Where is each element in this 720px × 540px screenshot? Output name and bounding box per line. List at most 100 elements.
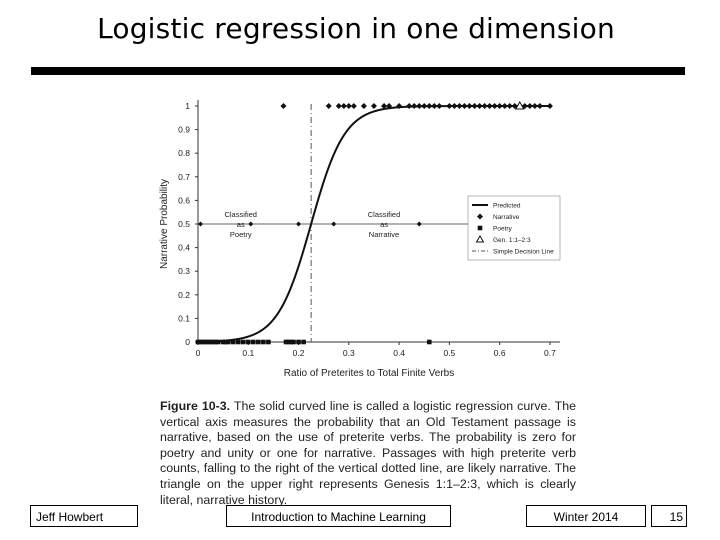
y-tick-label: 0.5 [178,219,190,229]
y-tick-label: 0.2 [178,290,190,300]
narrative-point [350,103,357,109]
narrative-point [481,103,488,109]
poetry-point [203,339,208,345]
y-tick-label: 0.6 [178,195,190,205]
figure-caption: Figure 10-3. The solid curved line is ca… [160,399,576,508]
legend-entry-label: Gen. 1:1–2:3 [493,237,531,244]
poetry-point [288,339,294,345]
poetry-point [200,339,206,345]
footer-page-number: 15 [651,505,687,527]
caption-text: The solid curved line is called a logist… [160,399,577,507]
x-tick-label: 0.2 [293,348,305,358]
footer-course: Introduction to Machine Learning [226,505,451,527]
poetry-point [426,339,432,345]
narrative-point [325,103,332,109]
x-tick-label: 0 [196,348,201,358]
chart-legend: Predicted Narrative Poetry Gen. 1:1–2:3 Simp… [467,195,561,261]
narrative-point [335,103,342,109]
arrow-row-marker [296,221,302,227]
narrative-point [491,103,498,109]
narrative-point [416,103,423,109]
poetry-point [195,339,201,345]
poetry-point [266,339,271,345]
poetry-point [208,339,213,345]
poetry-point [205,339,211,345]
poetry-point [235,339,241,345]
legend-box [467,195,561,261]
narrative-point [526,103,533,109]
footer-author: Jeff Howbert [30,505,138,527]
poetry-point [286,339,291,345]
y-axis-label: Narrative Probability [159,179,170,269]
y-tick-label: 0.4 [178,243,190,253]
y-tick-label: 0.7 [178,172,190,182]
narrative-point [531,103,538,109]
narrative-point [466,103,473,109]
narrative-point [381,103,388,109]
x-tick-label: 0.4 [393,348,405,358]
narrative-point [496,103,503,109]
poetry-point [301,339,306,345]
narrative-point [370,103,377,109]
footer-date: Winter 2014 [526,505,646,527]
plot-area: 0 0.1 0.2 0.3 0.4 0.5 0.6 0.7 0.8 0.9 1 0 0.1 0.2 0.3 0… [159,100,560,379]
x-tick-label: 0.5 [443,348,455,358]
poetry-point [215,339,221,345]
poetry-point [230,339,236,345]
annotation-text: as [237,220,245,229]
narrative-point [461,103,468,109]
poetry-point [291,339,296,345]
narrative-point [486,103,493,109]
legend-swatch-poetry [477,225,483,231]
x-tick-label: 0.7 [544,348,556,358]
legend-entry-label: Predicted [493,203,521,210]
narrative-point [501,103,508,109]
narrative-point [340,103,347,109]
poetry-point [220,339,226,345]
annotation-text: Poetry [230,230,252,239]
poetry-point [213,339,218,345]
legend-entry-label: Poetry [493,226,513,233]
narrative-point [280,103,287,109]
genesis-point [514,100,525,110]
poetry-point [251,339,256,345]
y-tick-label: 0.8 [178,148,190,158]
arrow-row-marker [331,221,337,227]
poetry-point [225,339,231,345]
narrative-point [546,103,553,109]
logistic-regression-chart: 0 0.1 0.2 0.3 0.4 0.5 0.6 0.7 0.8 0.9 1 0 0.1 0.2 0.3 0… [159,100,561,379]
y-tick-label: 0.3 [178,266,190,276]
arrow-row-marker [248,221,254,227]
legend-swatch-narrative [477,213,483,220]
y-tick-label: 0.9 [178,125,190,135]
y-tick-label: 1 [185,101,190,111]
poetry-point [256,339,261,345]
poetry-point [261,339,266,345]
legend-entry-label: Simple Decision Line [493,249,554,256]
narrative-point [431,103,438,109]
narrative-point [345,103,352,109]
annotation-text: Classified [368,210,401,219]
y-tick-label: 0.1 [178,313,190,323]
narrative-point [426,103,433,109]
legend-entry-label: Narrative [493,214,520,221]
narrative-point [476,103,483,109]
poetry-point [198,339,203,345]
narrative-point [456,103,463,109]
annotation-text: as [380,220,388,229]
y-tick-label: 0 [185,337,190,347]
narrative-point [506,103,513,109]
poetry-point [245,339,251,345]
narrative-point [386,103,393,109]
poetry-point [296,339,301,345]
narrative-point [471,103,478,109]
narrative-point [360,103,367,109]
arrow-row-marker [416,221,422,227]
narrative-point [421,103,428,109]
slide-title: Logistic regression in one dimension [97,12,615,45]
caption-label: Figure 10-3. [160,399,231,413]
annotation-text: Classified [224,210,257,219]
narrative-point [446,103,453,109]
arrow-row-marker [198,221,204,227]
narrative-point [451,103,458,109]
